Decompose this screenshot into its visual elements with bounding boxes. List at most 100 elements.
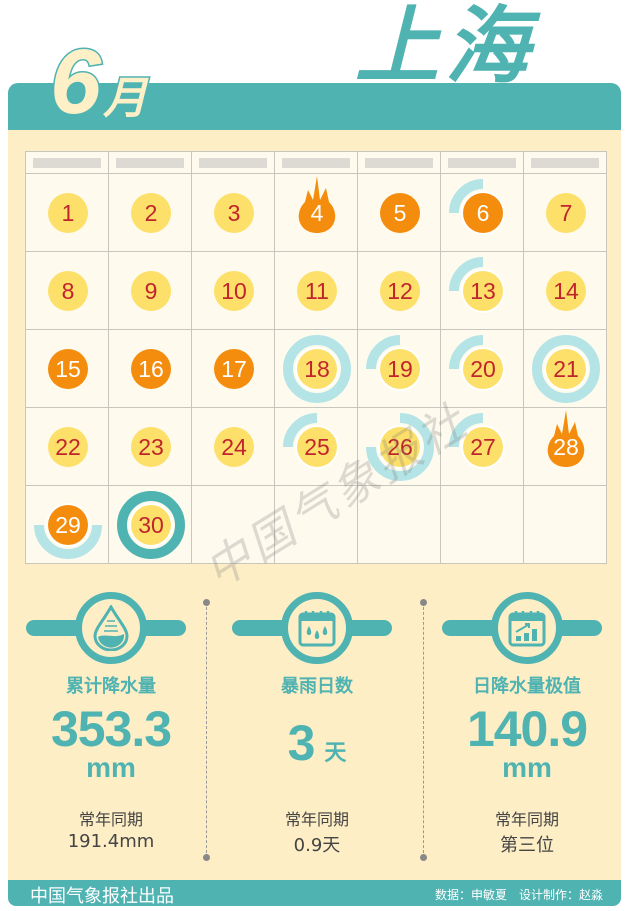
day-number: 14 bbox=[546, 271, 586, 311]
day-number: 12 bbox=[380, 271, 420, 311]
stat-title: 累计降水量 bbox=[66, 676, 156, 697]
stat-unit: 天 bbox=[324, 740, 347, 765]
calendar-cell bbox=[192, 486, 275, 564]
calendar-cell: 17 bbox=[192, 330, 275, 408]
compare-label: 常年同期 bbox=[284, 810, 349, 829]
day-number: 4 bbox=[310, 199, 324, 226]
calendar-cell: 16 bbox=[109, 330, 192, 408]
day-number: 6 bbox=[463, 193, 503, 233]
day-number: 26 bbox=[380, 427, 420, 467]
rain-ring bbox=[283, 335, 351, 403]
stat-unit: mm bbox=[86, 752, 136, 783]
day-number: 17 bbox=[214, 349, 254, 389]
weekday-header bbox=[441, 152, 524, 174]
rain-ring bbox=[449, 335, 484, 370]
calendar-cell: 28 bbox=[524, 408, 607, 486]
day-number: 9 bbox=[131, 271, 171, 311]
footer: 中国气象报社出品 数据：申敏夏 设计制作：赵淼 bbox=[8, 880, 621, 907]
calendar-cell: 18 bbox=[275, 330, 358, 408]
day-number: 1 bbox=[48, 193, 88, 233]
day-number: 5 bbox=[380, 193, 420, 233]
rain-ring bbox=[283, 413, 318, 448]
day-number: 25 bbox=[297, 427, 337, 467]
rain-ring bbox=[366, 335, 401, 370]
calendar-cell: 21 bbox=[524, 330, 607, 408]
day-number: 13 bbox=[463, 271, 503, 311]
divider bbox=[420, 599, 427, 861]
month-char: 月 bbox=[102, 73, 149, 125]
stat-total-precipitation: 累计降水量 353.3 mm 常年同期 191.4mm bbox=[8, 592, 214, 862]
compare-value: 0.9天 bbox=[293, 835, 341, 856]
credits: 数据：申敏夏 设计制作：赵淼 bbox=[434, 888, 603, 902]
calendar-cell: 25 bbox=[275, 408, 358, 486]
compare-value: 第三位 bbox=[500, 835, 554, 856]
calendar-cell: 30 bbox=[109, 486, 192, 564]
day-number: 7 bbox=[546, 193, 586, 233]
day-number: 3 bbox=[214, 193, 254, 233]
calendar-cell: 6 bbox=[441, 174, 524, 252]
stat-value: 353.3 bbox=[50, 701, 172, 757]
flame-icon bbox=[298, 176, 336, 233]
calendar-cell: 24 bbox=[192, 408, 275, 486]
calendar-cell: 8 bbox=[26, 252, 109, 330]
weekday-header bbox=[524, 152, 607, 174]
day-number: 28 bbox=[553, 433, 579, 460]
calendar-cell: 7 bbox=[524, 174, 607, 252]
stat-value: 3 bbox=[287, 715, 316, 771]
day-number: 8 bbox=[48, 271, 88, 311]
water-drop-icon bbox=[75, 592, 147, 664]
compare-value: 191.4mm bbox=[67, 831, 155, 852]
stat-title: 暴雨日数 bbox=[281, 676, 353, 697]
compare-label: 常年同期 bbox=[494, 810, 559, 829]
rain-ring bbox=[366, 413, 434, 481]
calendar-cell bbox=[275, 486, 358, 564]
calendar-cell: 26 bbox=[358, 408, 441, 486]
stat-unit: mm bbox=[502, 752, 552, 783]
calendar-cell: 22 bbox=[26, 408, 109, 486]
compare-label: 常年同期 bbox=[78, 810, 143, 829]
rain-ring bbox=[449, 413, 484, 448]
weekday-header bbox=[358, 152, 441, 174]
calendar-cell: 14 bbox=[524, 252, 607, 330]
weekday-header bbox=[275, 152, 358, 174]
calendar-cell: 9 bbox=[109, 252, 192, 330]
day-number: 2 bbox=[131, 193, 171, 233]
publisher: 中国气象报社出品 bbox=[30, 886, 174, 907]
calendar-cell: 5 bbox=[358, 174, 441, 252]
rain-ring bbox=[449, 257, 484, 292]
calendar-cell: 4 bbox=[275, 174, 358, 252]
day-number: 10 bbox=[214, 271, 254, 311]
day-number: 16 bbox=[131, 349, 171, 389]
chart-calendar-icon bbox=[491, 592, 563, 664]
rain-ring bbox=[532, 335, 600, 403]
weekday-header bbox=[26, 152, 109, 174]
calendar-cell: 12 bbox=[358, 252, 441, 330]
stat-daily-max-precipitation: 日降水量极值 140.9 mm 常年同期 第三位 bbox=[424, 592, 630, 862]
calendar-cell: 11 bbox=[275, 252, 358, 330]
weekday-header bbox=[109, 152, 192, 174]
day-number: 11 bbox=[297, 271, 337, 311]
calendar-cell: 23 bbox=[109, 408, 192, 486]
stat-title: 日降水量极值 bbox=[473, 676, 581, 697]
calendar-cell: 19 bbox=[358, 330, 441, 408]
header-band bbox=[8, 83, 621, 130]
day-number: 29 bbox=[48, 505, 88, 545]
day-number: 27 bbox=[463, 427, 503, 467]
day-number: 22 bbox=[48, 427, 88, 467]
calendar-cell: 27 bbox=[441, 408, 524, 486]
calendar-cell bbox=[441, 486, 524, 564]
calendar-cell bbox=[358, 486, 441, 564]
calendar-cell: 20 bbox=[441, 330, 524, 408]
rain-ring bbox=[34, 524, 102, 559]
day-number: 21 bbox=[546, 349, 586, 389]
day-number: 19 bbox=[380, 349, 420, 389]
flame-icon bbox=[547, 410, 585, 467]
day-number: 15 bbox=[48, 349, 88, 389]
divider bbox=[203, 599, 210, 861]
day-number: 20 bbox=[463, 349, 503, 389]
calendar-grid: 1 2 3 4 5 6 7 8 9 10 11 12 13 14 15 16 17 18 19 20 21 22 23 24 2… bbox=[25, 151, 607, 564]
month-number: 6 bbox=[48, 31, 102, 133]
month-title: 6月 bbox=[48, 35, 149, 130]
city-title: 上海 bbox=[355, 0, 536, 95]
